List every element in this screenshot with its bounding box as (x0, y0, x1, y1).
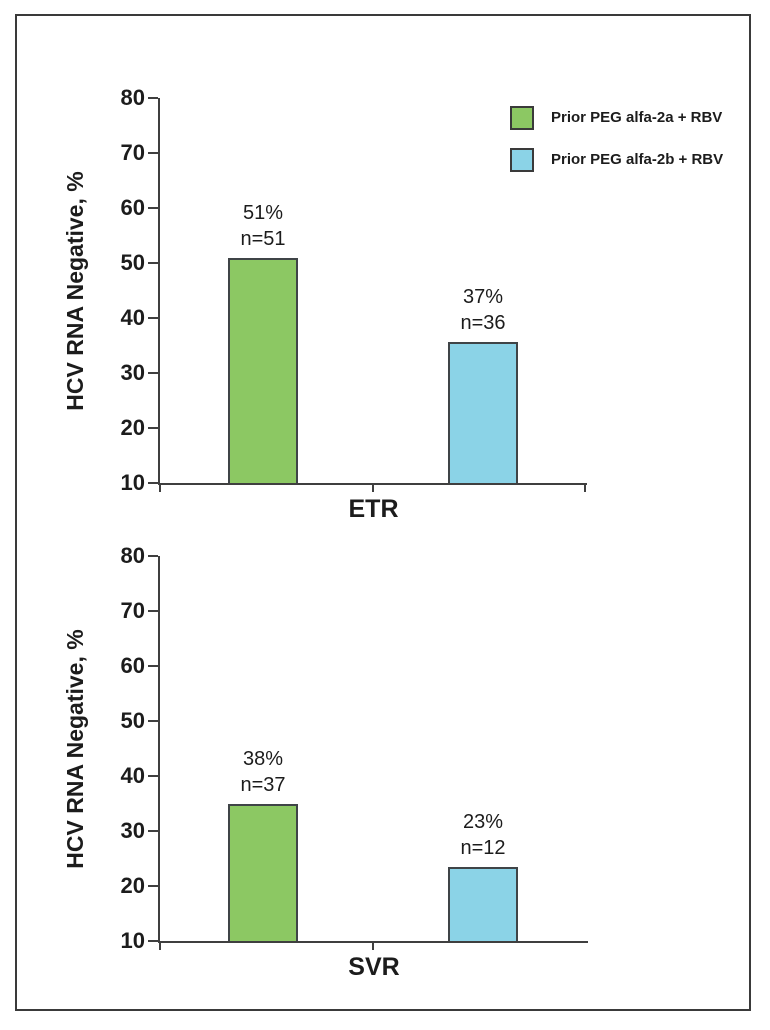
legend-label: Prior PEG alfa-2a + RBV (551, 109, 723, 126)
green-swatch-icon (510, 106, 534, 130)
legend-label: Prior PEG alfa-2b + RBV (551, 151, 724, 168)
figure-frame (15, 14, 751, 1011)
blue-swatch-icon (510, 148, 534, 172)
